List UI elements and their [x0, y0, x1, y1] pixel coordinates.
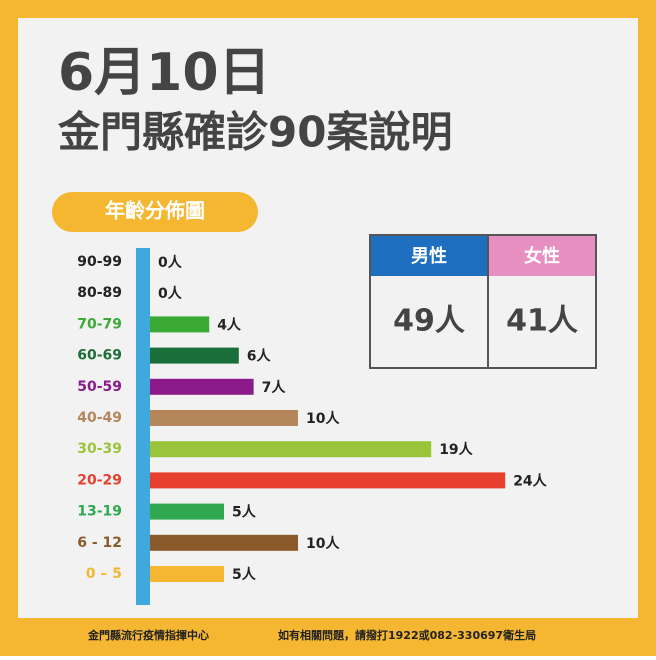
- chart-title: 6月10日: [58, 43, 271, 103]
- male-header: [371, 236, 488, 276]
- bar: [150, 472, 506, 489]
- value-label: 5人: [232, 504, 257, 521]
- male-label: 男性: [411, 245, 447, 267]
- value-label: 24人: [513, 472, 547, 489]
- bar: [150, 410, 298, 426]
- value-label: 7人: [262, 379, 287, 396]
- category-label: 90-99: [77, 254, 122, 270]
- category-label: 30-39: [77, 441, 122, 457]
- category-label: 70-79: [77, 316, 122, 332]
- category-label: 6 - 12: [77, 535, 122, 551]
- category-label: 40-49: [77, 410, 122, 426]
- category-label: 60-69: [77, 348, 122, 364]
- category-label: 50-59: [77, 379, 122, 395]
- value-label: 0人: [158, 285, 183, 302]
- footer-right: 如有相關問題，請撥打1922或082-330697衛生局: [278, 628, 536, 642]
- badge-text: 年齡分佈圖: [105, 199, 205, 223]
- female-count: 41人: [506, 304, 578, 339]
- axis-bar: [136, 248, 150, 605]
- chart-subtitle: 金門縣確診90案說明: [57, 108, 452, 157]
- value-label: 4人: [217, 316, 242, 333]
- bar: [150, 316, 210, 333]
- gender-box: 男性 女性 49人 41人: [369, 234, 597, 369]
- bar: [150, 347, 239, 364]
- value-label: 19人: [439, 441, 473, 458]
- bar: [150, 534, 298, 551]
- category-label: 0 – 5: [86, 566, 122, 582]
- value-label: 5人: [232, 566, 257, 583]
- bar: [150, 378, 254, 395]
- badge: [52, 192, 258, 232]
- value-label: 10人: [306, 535, 340, 552]
- male-count: 49人: [393, 304, 465, 339]
- female-label: 女性: [524, 245, 560, 267]
- value-label: 0人: [158, 254, 183, 271]
- female-header: [489, 236, 595, 276]
- value-label: 10人: [306, 410, 340, 427]
- category-label: 20-29: [77, 472, 122, 488]
- category-label: 80-89: [77, 285, 122, 301]
- value-label: 6人: [247, 348, 272, 365]
- footer-left: 金門縣流行疫情指揮中心: [87, 628, 209, 642]
- category-label: 13-19: [77, 504, 122, 520]
- bar: [150, 441, 432, 458]
- bar: [150, 566, 224, 582]
- bar: [150, 503, 224, 520]
